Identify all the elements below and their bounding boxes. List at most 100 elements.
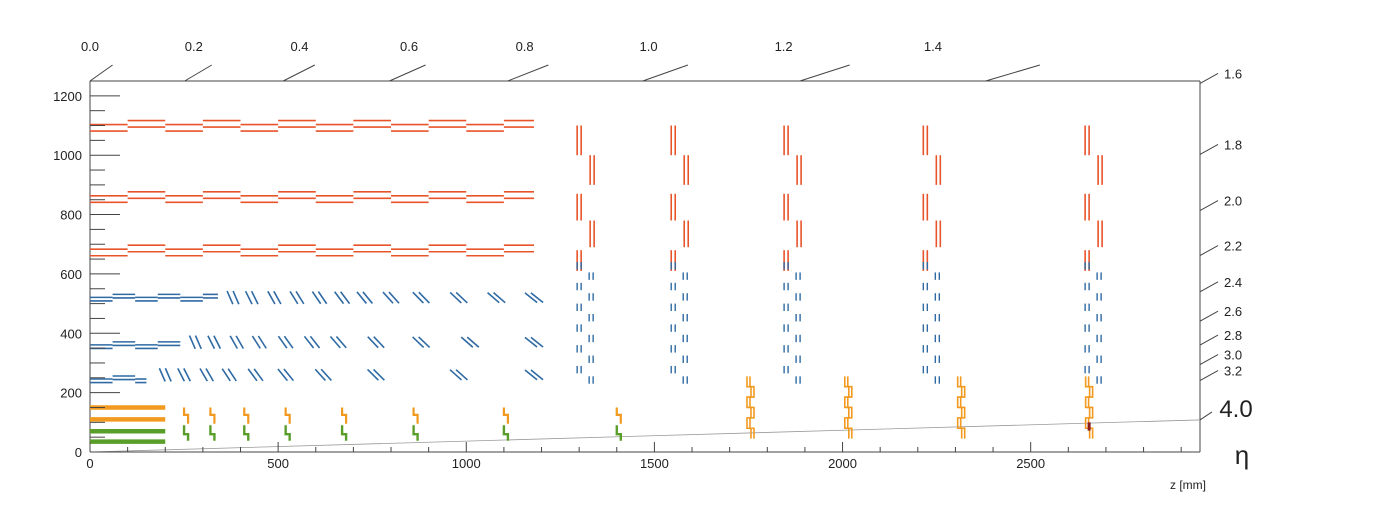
strip-tilted-module: [372, 368, 385, 381]
pixel-fwd-green: [284, 425, 291, 441]
strip-tilted-module: [367, 336, 379, 349]
strip-tilted-module: [164, 367, 172, 382]
pixel-fwd-orange: [502, 407, 509, 424]
strip-tilted-module: [227, 368, 237, 382]
strip-tilted-module: [199, 368, 208, 382]
eta-right-tick: [1199, 72, 1219, 84]
eta-top-label: 1.0: [640, 39, 658, 54]
y-tick-label: 200: [60, 386, 82, 401]
axis-labels: z [mm] η 4.0 0 500 1000 1500 2000 2500 0 200 400…: [53, 39, 1253, 492]
strip-tilted-module: [449, 369, 463, 381]
eta-right-tick: [1199, 281, 1219, 293]
pixel-fwd-orange: [209, 407, 216, 424]
strip-tilted-module: [362, 291, 374, 304]
y-tick-label: 0: [75, 445, 82, 460]
strip-tilted-module: [232, 290, 240, 305]
strip-tilted-module: [309, 335, 321, 349]
strip-tilted-module: [317, 291, 328, 305]
pixel-fwd-green: [243, 425, 250, 441]
y-tick-label: 1200: [53, 89, 82, 104]
strip-tilted-module: [250, 290, 259, 305]
strip-tilted-module: [277, 368, 289, 382]
eta-top-tick: [89, 64, 113, 82]
strip-tilted-module: [205, 368, 214, 382]
strip-tilted-module: [194, 335, 202, 350]
pixel-fwd-orange: [341, 407, 348, 424]
eta-right-tick: [1199, 370, 1219, 381]
strip-tilted-module: [311, 291, 322, 305]
eta-4-line: [89, 419, 1201, 453]
strip-tilted-module: [530, 369, 544, 381]
strip-tilted-module: [253, 368, 264, 382]
detector-modules: [90, 119, 1103, 444]
strip-tilted-module: [303, 335, 315, 349]
strip-tilted-module: [356, 291, 368, 304]
strip-tilted-module: [183, 368, 192, 382]
eta-top-label: 0.4: [290, 39, 308, 54]
plot-frame: [89, 80, 1201, 453]
eta-right-tick: [1199, 310, 1219, 322]
eta-top-tick: [184, 64, 213, 82]
strip-tilted-module: [388, 291, 400, 304]
strip-tilted-module: [247, 368, 258, 382]
eta-right-label: 2.6: [1224, 304, 1242, 319]
eta-top-tick: [389, 64, 426, 82]
strip-tilted-module: [455, 291, 468, 304]
eta-right-tick: [1199, 200, 1219, 212]
y-tick-label: 800: [60, 208, 82, 223]
strip-tilted-module: [314, 368, 326, 381]
strip-tilted-module: [418, 336, 431, 349]
strip-tilted-module: [418, 291, 430, 304]
x-tick-label: 1000: [452, 456, 481, 471]
x-tick-label: 1500: [640, 456, 669, 471]
pixel-fwd-green: [182, 425, 190, 441]
eta-right-label: 2.4: [1224, 275, 1242, 290]
strip-tilted-module: [177, 368, 186, 382]
x-tick-label: 500: [267, 456, 289, 471]
strip-tilted-module: [382, 291, 394, 304]
strip-tilted-module: [524, 292, 538, 304]
eta-right-label: 3.2: [1224, 364, 1242, 379]
strip-tilted-module: [267, 290, 276, 305]
eta-right-tick: [1199, 143, 1219, 155]
strip-tilted-module: [295, 291, 305, 305]
eta-top-label: 1.2: [775, 39, 793, 54]
pixel-fwd-green: [209, 425, 216, 441]
strip-tilted-module: [530, 292, 544, 304]
strip-tilted-module: [283, 335, 294, 349]
eta-top-label: 0.8: [516, 39, 534, 54]
axis-ticks: [89, 95, 1182, 453]
strip-tilted-module: [455, 369, 469, 381]
strip-tilted-module: [226, 290, 234, 305]
strip-tilted-module: [251, 335, 261, 349]
strip-tilted-module: [207, 335, 216, 350]
strip-tilted-module: [466, 336, 480, 348]
strip-tilted-module: [188, 335, 196, 350]
pixel-ext-module: [847, 376, 853, 439]
y-tick-label: 600: [60, 267, 82, 282]
eta-top-label: 0.6: [400, 39, 418, 54]
strip-tilted-module: [412, 291, 424, 304]
strip-tilted-module: [289, 291, 299, 305]
pixel-fwd-green: [502, 425, 510, 441]
y-tick-label: 400: [60, 326, 82, 341]
eta-right-label: 1.8: [1224, 137, 1242, 152]
eta-top-tick: [642, 64, 689, 82]
pixel-fwd-orange: [412, 407, 419, 424]
eta-top-tick: [507, 64, 549, 82]
strip-tilted-module: [257, 335, 267, 349]
pixel-fwd-green: [340, 425, 348, 441]
strip-tilted-module: [524, 336, 538, 348]
strip-tilted-module: [334, 291, 345, 305]
strip-tilted-module: [487, 292, 500, 304]
pixel-fwd-orange: [182, 407, 190, 424]
strip-tilted-module: [213, 335, 222, 350]
pixel-fwd-orange: [615, 407, 622, 424]
eta-right-label: 2.0: [1224, 194, 1242, 209]
x-tick-label: 0: [86, 456, 93, 471]
eta-lines: [89, 64, 1219, 453]
strip-tilted-module: [340, 291, 351, 305]
strip-tilted-module: [320, 368, 332, 381]
strip-tilted-module: [244, 290, 253, 305]
